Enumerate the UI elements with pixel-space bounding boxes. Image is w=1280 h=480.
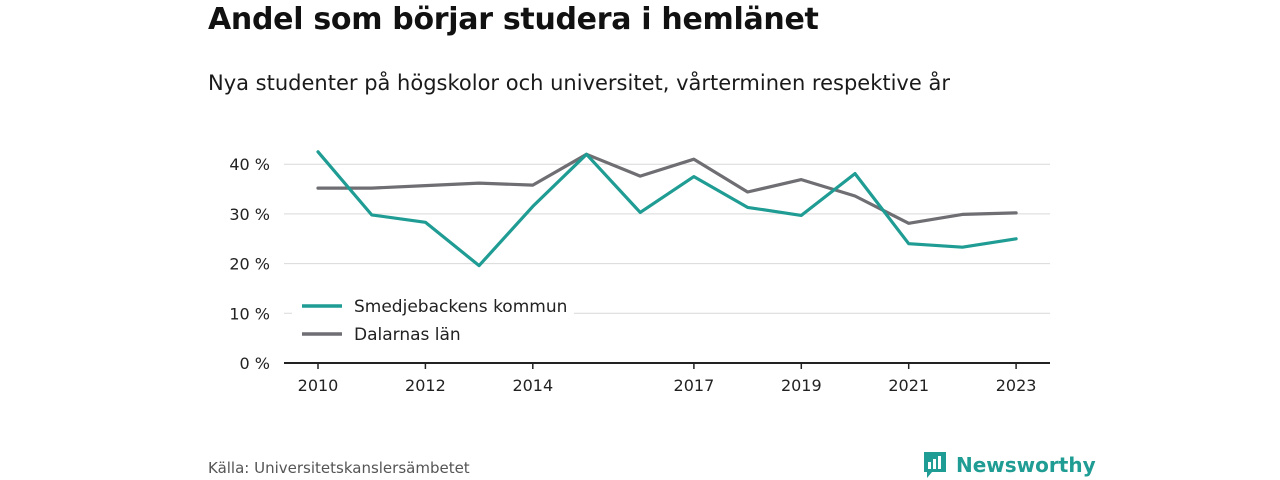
brand-logo: Newsworthy bbox=[922, 450, 1096, 480]
series-line-dalarna bbox=[316, 152, 1018, 225]
x-tick-label: 2019 bbox=[781, 376, 822, 395]
brand-name: Newsworthy bbox=[956, 453, 1096, 477]
series-lines bbox=[316, 150, 1018, 268]
series-line-smedjebacken bbox=[316, 150, 1018, 268]
x-axis-ticks: 2010 2012 2014 2017 2019 2021 2023 bbox=[298, 363, 1037, 395]
legend: Smedjebackens kommun Dalarnas län bbox=[292, 288, 574, 350]
y-tick-label: 40 % bbox=[229, 155, 270, 174]
y-tick-label: 20 % bbox=[229, 255, 270, 274]
legend-label: Smedjebackens kommun bbox=[354, 297, 567, 317]
y-tick-label: 0 % bbox=[240, 354, 270, 373]
x-tick-label: 2010 bbox=[298, 376, 339, 395]
x-tick-label: 2017 bbox=[674, 376, 715, 395]
x-tick-label: 2014 bbox=[512, 376, 553, 395]
chart-subtitle: Nya studenter på högskolor och universit… bbox=[208, 71, 950, 95]
x-tick-label: 2021 bbox=[888, 376, 929, 395]
y-tick-label: 30 % bbox=[229, 205, 270, 224]
legend-label: Dalarnas län bbox=[354, 325, 461, 345]
newsworthy-logo-icon bbox=[924, 452, 946, 478]
chart-title: Andel som börjar studera i hemlänet bbox=[208, 2, 819, 37]
x-tick-label: 2023 bbox=[996, 376, 1037, 395]
source-note: Källa: Universitetskanslersämbetet bbox=[208, 459, 470, 477]
line-chart: 0 % 10 % 20 % 30 % 40 % 2010 2012 2014 2017 2019… bbox=[229, 150, 1050, 395]
x-tick-label: 2012 bbox=[405, 376, 446, 395]
legend-background bbox=[292, 288, 574, 350]
y-tick-label: 10 % bbox=[229, 304, 270, 323]
y-axis-ticks: 0 % 10 % 20 % 30 % 40 % bbox=[229, 155, 270, 373]
